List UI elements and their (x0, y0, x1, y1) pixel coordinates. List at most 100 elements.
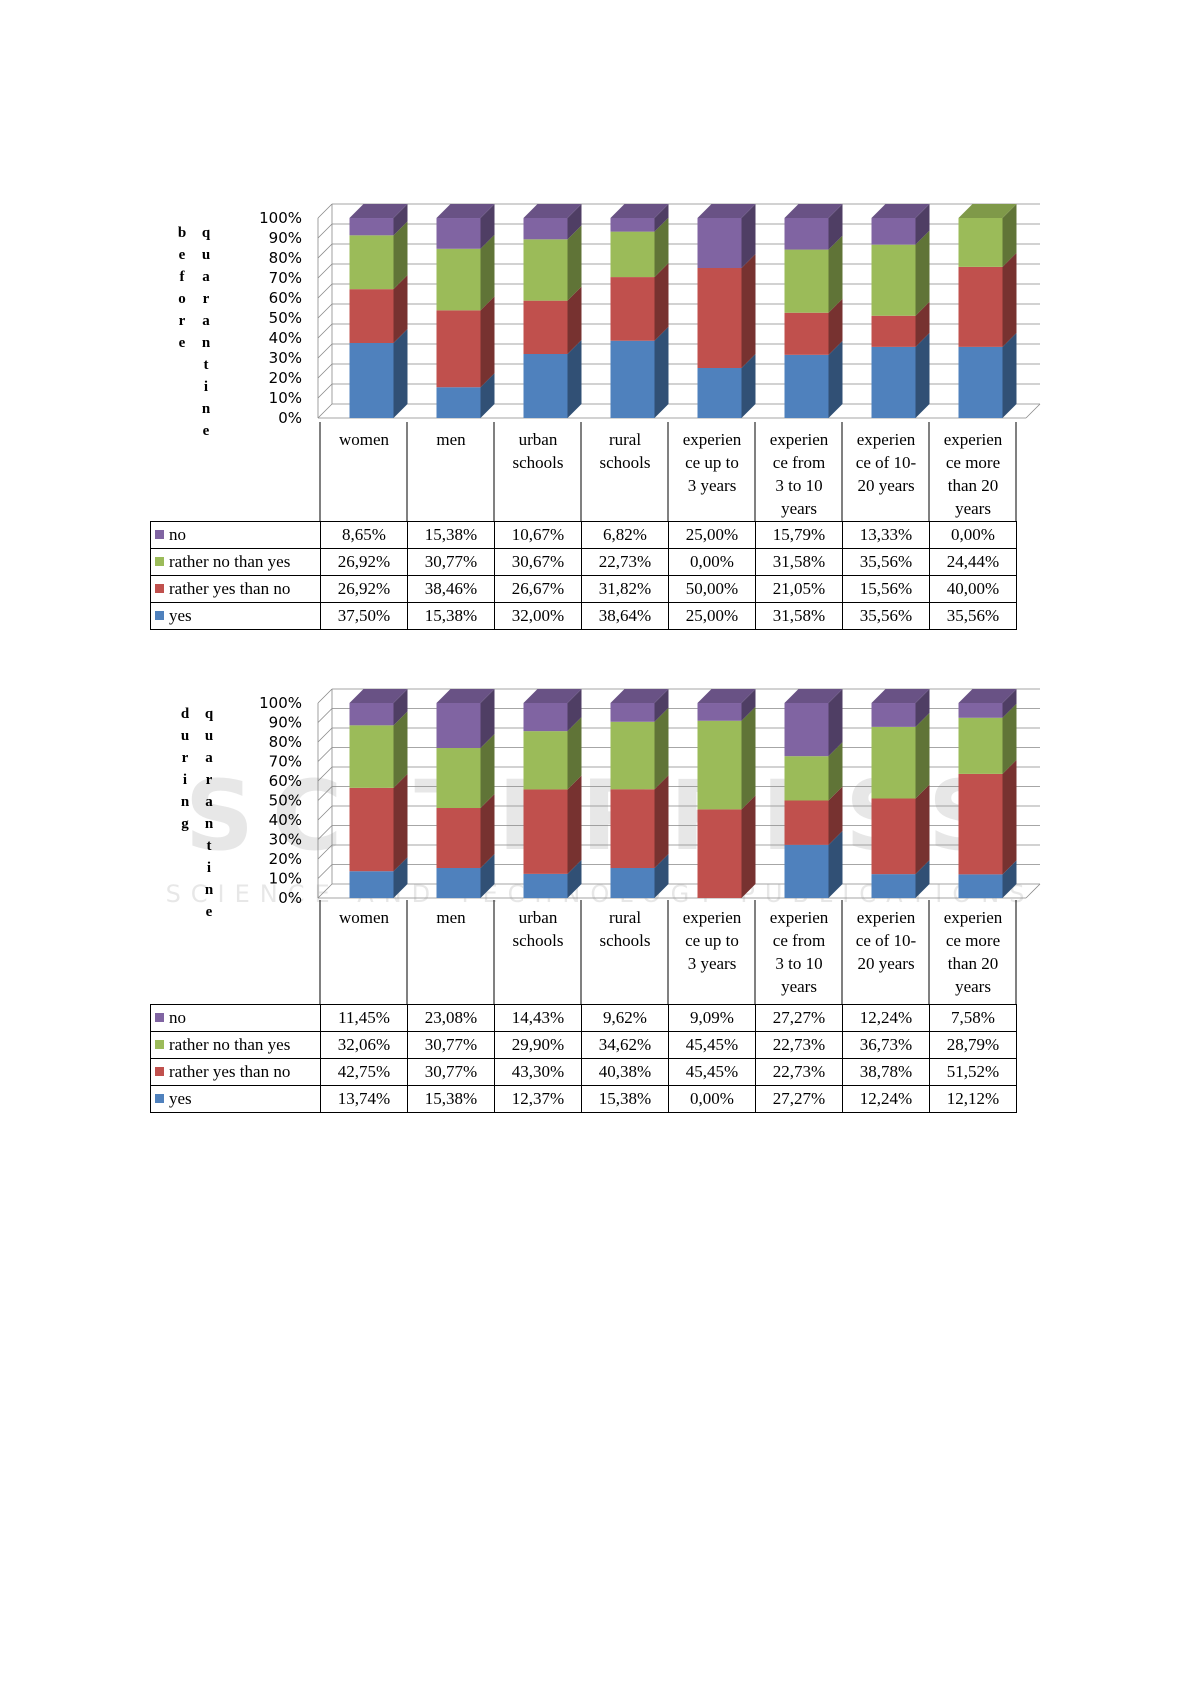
table-row: rather no than yes 32,06% 30,77% 29,90% 34,6… (150, 1031, 1017, 1059)
bar-top (523, 203, 582, 218)
bar-side (480, 234, 495, 311)
gridline-side (317, 383, 333, 399)
table-row: yes 37,50% 15,38% 32,00% 38,64% 25,00% 31,58% 3… (150, 602, 1017, 630)
bar-rather-yes-than-no (697, 809, 742, 898)
bar-side (654, 707, 669, 790)
y-tick-label: 40% (269, 329, 302, 347)
category-header: men (436, 430, 466, 449)
bar-side (654, 775, 669, 869)
table-cell: 15,56% (842, 575, 930, 603)
table-cell: 34,62% (581, 1031, 669, 1059)
bar-side (915, 712, 930, 799)
category-header: experien ce up to 3 years (682, 908, 742, 973)
bar-rather-no-than-yes (349, 235, 394, 290)
bar-side (828, 742, 843, 801)
table-cell: 13,74% (320, 1085, 408, 1113)
y-tick-label: 70% (269, 269, 302, 287)
table-cell: 22,73% (581, 548, 669, 576)
bar-side (1002, 332, 1017, 418)
gridline-side (317, 883, 333, 899)
bar-no (784, 218, 829, 250)
table-cell: 36,73% (842, 1031, 930, 1059)
table-cell: 35,56% (842, 548, 930, 576)
category-header: women (338, 430, 390, 449)
gridline-side (317, 403, 333, 419)
bar-side (480, 734, 495, 809)
legend-key-icon (155, 1094, 164, 1103)
bar-side (393, 773, 408, 872)
bar-rather-no-than-yes (436, 748, 481, 809)
bar-side (915, 784, 930, 875)
bar-side (393, 204, 408, 236)
bar-side (828, 689, 843, 757)
bar-rather-yes-than-no (697, 268, 742, 368)
bar-top (349, 204, 408, 219)
floor-right-edge (1025, 883, 1041, 899)
bar-side (654, 263, 669, 341)
bar-side (1002, 860, 1017, 898)
gridline-side (317, 263, 333, 279)
bar-rather-no-than-yes (697, 720, 742, 810)
category-header: rural schools (599, 430, 651, 472)
bar-side (828, 204, 843, 250)
y-tick-label: 30% (269, 349, 302, 367)
bar-side (654, 854, 669, 898)
table-cell: 15,38% (407, 521, 495, 549)
table-cell: 45,45% (668, 1031, 756, 1059)
table-cell: 35,56% (929, 602, 1017, 630)
bar-rather-no-than-yes (958, 717, 1003, 774)
table-cell: 12,37% (494, 1085, 582, 1113)
bar-side (915, 230, 930, 316)
bar-side (741, 795, 756, 898)
table-cell: 22,73% (755, 1058, 843, 1086)
bar-side (915, 860, 930, 898)
category-header: urban schools (512, 908, 564, 950)
table-cell: 14,43% (494, 1004, 582, 1032)
bar-side (654, 217, 669, 278)
table-cell: 0,00% (929, 521, 1017, 549)
bar-side (567, 286, 582, 354)
bar-side (654, 689, 669, 722)
bar-side (1002, 688, 1017, 718)
gridline-side (317, 283, 333, 299)
legend-key-icon (155, 1067, 164, 1076)
bar-side (567, 203, 582, 240)
bar-rather-yes-than-no (958, 266, 1003, 347)
gridline-side (317, 343, 333, 359)
table-cell: 15,38% (407, 602, 495, 630)
bar-top (610, 689, 669, 703)
bar-rather-yes-than-no (436, 310, 481, 388)
bar-yes (697, 368, 742, 418)
bar-yes (610, 868, 655, 898)
gridline-side (317, 825, 333, 840)
table-cell: 42,75% (320, 1058, 408, 1086)
series-label: no (150, 521, 321, 549)
y-tick-label: 20% (269, 369, 302, 387)
bar-yes (436, 387, 481, 418)
y-tick-label: 100% (259, 209, 302, 227)
bar-side (567, 225, 582, 301)
bar-rather-no-than-yes (610, 231, 655, 278)
bar-side (741, 354, 756, 418)
y-tick-label: 50% (269, 792, 302, 810)
y-tick-label: 40% (269, 811, 302, 829)
table-cell: 45,45% (668, 1058, 756, 1086)
bar-side (828, 298, 843, 355)
table-cell: 12,12% (929, 1085, 1017, 1113)
bar-yes (871, 874, 916, 898)
table-cell: 15,38% (581, 1085, 669, 1113)
y-tick-label: 60% (269, 289, 302, 307)
table-cell: 23,08% (407, 1004, 495, 1032)
bar-rather-no-than-yes (436, 248, 481, 311)
bar-side (480, 373, 495, 418)
bar-yes (958, 346, 1003, 418)
table-cell: 10,67% (494, 521, 582, 549)
table-cell: 31,82% (581, 575, 669, 603)
table-row: no 8,65% 15,38% 10,67% 6,82% 25,00% 15,79% 13,3… (150, 521, 1017, 549)
bar-yes (610, 340, 655, 418)
gridline-side (317, 203, 333, 219)
during-quarantine-chart-plot: 0%10% 20%30% 40%50% 60%70% 80%90% 100% (259, 688, 1041, 1004)
bar-side (567, 775, 582, 874)
series-label: rather yes than no (150, 1058, 321, 1086)
